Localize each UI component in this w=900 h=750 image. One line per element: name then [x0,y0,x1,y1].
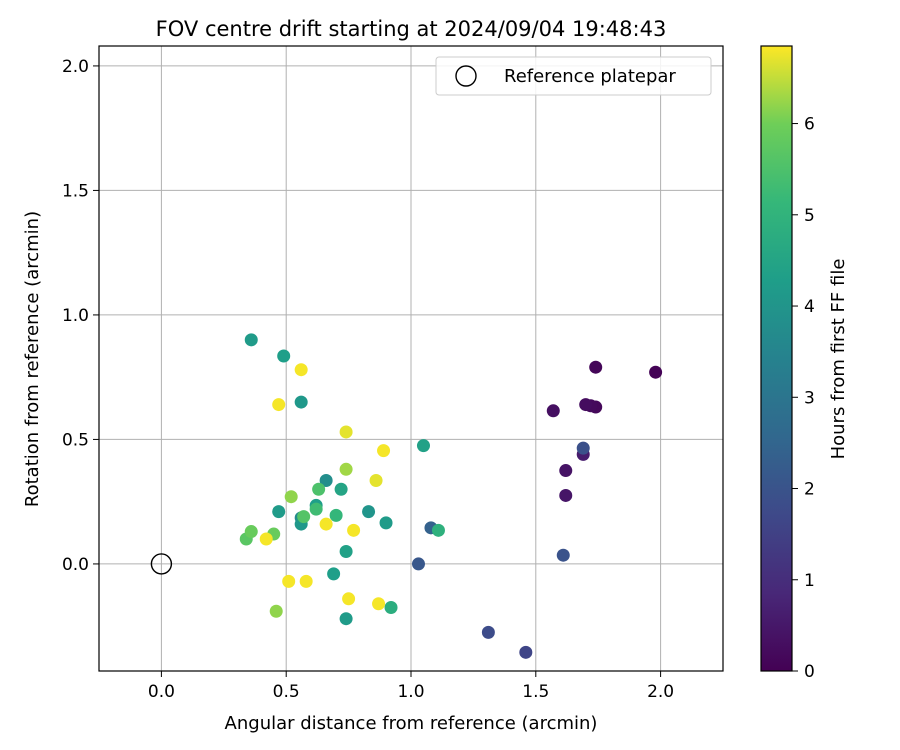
colorbar-tick-label: 4 [804,297,815,317]
data-point [339,425,353,439]
data-point [369,474,383,488]
colorbar-gradient [761,46,792,671]
colorbar-tick-label: 2 [804,480,815,500]
data-point [377,444,391,458]
legend-marker-icon [455,65,477,87]
axis-ticks: 0.0 0.5 1.0 1.5 2.0 0.0 0.5 1.0 1.5 2.0 [62,57,674,702]
data-point [319,517,333,531]
x-tick-label: 1.0 [397,682,424,702]
legend: Reference platepar [435,56,712,96]
data-point [519,645,533,659]
data-point [559,464,573,478]
data-point [384,601,398,615]
data-point [339,544,353,558]
data-point [244,333,258,347]
data-point [649,365,663,379]
data-point [284,490,298,504]
colorbar-tick-label: 5 [804,206,815,226]
reference-platepar-marker [150,553,173,575]
data-point [327,567,341,581]
x-tick-label: 1.5 [522,682,549,702]
data-point [319,474,333,488]
plot-frame [98,45,724,672]
colorbar-tick-label: 0 [804,662,815,682]
colorbar-tick-label: 3 [804,388,815,408]
data-point [559,488,573,502]
data-point [312,482,326,496]
data-point [309,502,323,516]
data-point [244,525,258,539]
y-tick-label: 0.0 [62,555,89,575]
data-point [589,360,603,374]
data-point [272,398,286,412]
data-point [579,398,593,412]
data-point [416,439,430,453]
data-point [362,505,376,519]
y-tick-label: 1.0 [62,306,89,326]
legend-label: Reference platepar [504,66,676,87]
data-point [334,482,348,496]
colorbar-label: Hours from first FF file [828,259,849,460]
chart-title: FOV centre drift starting at 2024/09/04 … [156,17,667,41]
x-tick-label: 0.5 [273,682,300,702]
data-point [269,604,283,618]
data-point [297,510,311,524]
y-tick-label: 0.5 [62,430,89,450]
data-point [339,612,353,626]
data-point [411,557,425,571]
legend-box [435,56,712,96]
colorbar-tick-label: 1 [804,571,815,591]
data-point [556,548,570,562]
x-tick-label: 2.0 [647,682,674,702]
data-point [294,395,308,409]
data-point [339,462,353,476]
data-point [379,516,393,530]
data-point [546,404,560,418]
data-point [282,574,296,588]
data-point [272,505,286,519]
data-point [347,523,361,537]
data-point [299,574,313,588]
grid-lines [99,46,723,671]
data-point [431,523,445,537]
x-tick-label: 0.0 [148,682,175,702]
data-point [372,597,386,611]
reference-marker [150,553,173,575]
data-point [481,625,495,639]
x-axis-label: Angular distance from reference (arcmin) [225,713,598,734]
y-tick-label: 1.5 [62,181,89,201]
data-point [294,363,308,377]
data-point [576,441,590,455]
data-point [277,349,291,363]
y-tick-label: 2.0 [62,57,89,77]
colorbar-tick-label: 6 [804,115,815,135]
data-point [329,508,343,522]
colorbar-frame [760,45,793,672]
colorbar: 0 1 2 3 4 5 6 Hours from first FF file [760,45,849,682]
y-axis-label: Rotation from reference (arcmin) [22,211,43,507]
colorbar-ticks: 0 1 2 3 4 5 6 [792,115,815,682]
data-points [239,333,663,659]
data-point [342,592,356,606]
data-point [259,532,273,546]
